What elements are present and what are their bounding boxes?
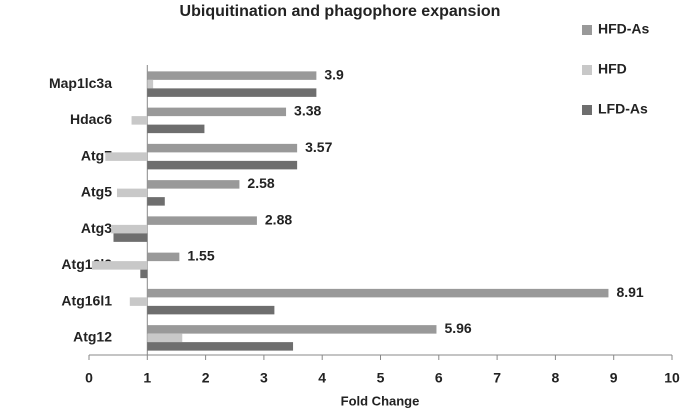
data-label: 3.9 xyxy=(324,66,344,82)
data-label: 2.58 xyxy=(247,175,274,191)
data-label: 5.96 xyxy=(444,320,471,336)
data-label: 8.91 xyxy=(616,284,643,300)
bar xyxy=(147,216,257,225)
x-tick-label: 1 xyxy=(143,370,151,386)
bar xyxy=(147,333,183,343)
bar xyxy=(147,197,165,206)
y-tick-label: Atg12 xyxy=(73,329,112,345)
x-tick-label: 4 xyxy=(318,370,326,386)
legend-label: HFD xyxy=(598,61,627,77)
y-tick-label: Hdac6 xyxy=(70,111,112,127)
bar xyxy=(147,124,205,134)
x-tick-label: 2 xyxy=(202,370,210,386)
legend-label: HFD-As xyxy=(598,21,650,37)
bar xyxy=(113,233,148,242)
y-tick-label: Atg7 xyxy=(81,147,112,163)
bar xyxy=(147,88,317,97)
bar xyxy=(129,297,148,306)
bar xyxy=(91,261,148,270)
x-tick-label: 7 xyxy=(493,370,501,386)
y-tick-label: Atg5 xyxy=(81,184,112,200)
bar xyxy=(147,252,180,262)
legend-swatch xyxy=(582,105,592,115)
bar xyxy=(147,288,609,298)
bar xyxy=(147,180,240,189)
x-axis-label: Fold Change xyxy=(341,393,420,408)
bar xyxy=(116,188,148,198)
x-tick-label: 3 xyxy=(260,370,268,386)
x-tick-label: 5 xyxy=(377,370,385,386)
bar xyxy=(147,71,317,80)
data-label: 2.88 xyxy=(265,211,292,227)
y-tick-label: Atg16l1 xyxy=(61,292,112,308)
x-tick-label: 8 xyxy=(552,370,560,386)
chart-title: Ubiquitination and phagophore expansion xyxy=(180,3,501,20)
y-tick-label: Map1lc3a xyxy=(49,75,112,91)
bar xyxy=(140,269,148,279)
bar xyxy=(105,152,148,161)
bar xyxy=(147,160,298,170)
legend-label: LFD-As xyxy=(598,101,648,117)
bar xyxy=(147,143,298,153)
bar xyxy=(147,342,294,351)
x-tick-label: 0 xyxy=(85,370,93,386)
data-label: 3.38 xyxy=(294,103,321,119)
y-tick-label: Atg3 xyxy=(81,220,112,236)
data-label: 3.57 xyxy=(305,139,332,155)
bar xyxy=(147,79,154,89)
legend-swatch xyxy=(582,65,592,75)
legend-swatch xyxy=(582,25,592,35)
bar xyxy=(147,325,437,334)
bar xyxy=(147,305,275,315)
bar xyxy=(111,224,148,234)
x-tick-label: 6 xyxy=(435,370,443,386)
x-tick-label: 10 xyxy=(664,370,680,386)
bar xyxy=(131,116,148,125)
bar xyxy=(147,107,287,117)
data-label: 1.55 xyxy=(187,248,214,264)
x-tick-label: 9 xyxy=(610,370,618,386)
